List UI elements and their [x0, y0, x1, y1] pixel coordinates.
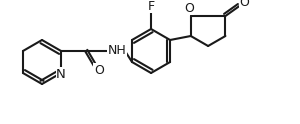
- Text: NH: NH: [108, 44, 126, 57]
- Text: F: F: [148, 0, 154, 13]
- Text: N: N: [56, 67, 66, 80]
- Text: O: O: [94, 63, 104, 77]
- Text: O: O: [239, 0, 249, 10]
- Text: O: O: [184, 1, 194, 15]
